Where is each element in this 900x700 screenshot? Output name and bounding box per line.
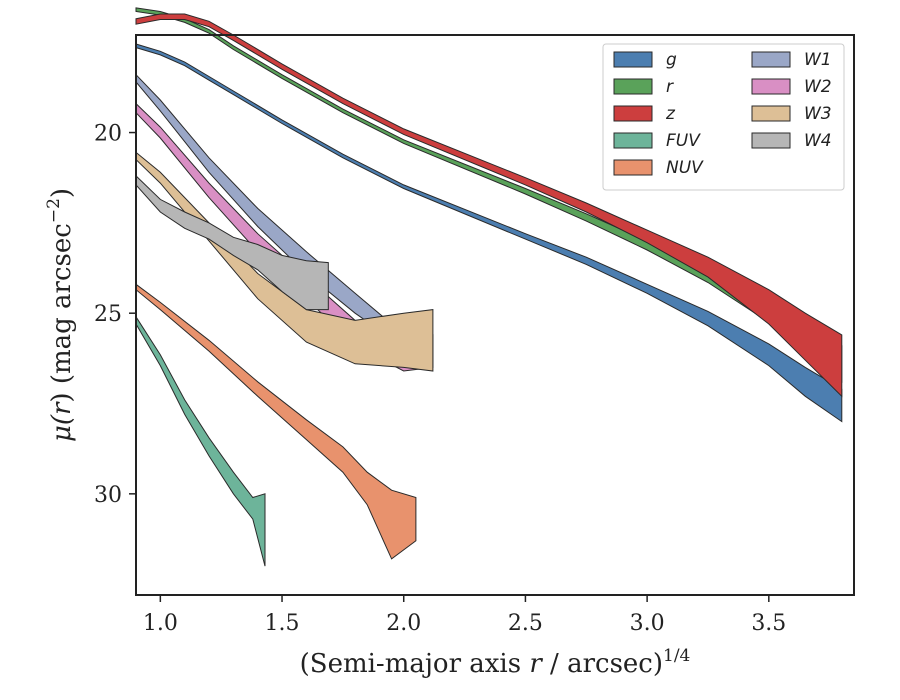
band-nuv — [135, 283, 417, 560]
legend-swatch-w2 — [751, 78, 791, 95]
legend-label-w3: W3 — [804, 104, 832, 124]
x-tick-label: 1.0 — [143, 611, 178, 636]
band-g — [135, 43, 843, 423]
x-tick-label: 2.0 — [386, 611, 421, 636]
legend-swatch-w3 — [751, 105, 791, 122]
x-axis-ticks: 1.0 1.5 2.0 2.5 3.0 3.5 — [143, 595, 786, 636]
legend-swatch-r — [613, 78, 653, 95]
band-fuv — [135, 315, 266, 567]
legend-label-w2: W2 — [804, 77, 832, 97]
legend-label-g: g — [666, 50, 677, 70]
band-z — [135, 13, 843, 398]
legend: grz FUV NUV W1 W2 W3 W4 — [602, 43, 845, 191]
y-tick-label: 25 — [94, 302, 122, 327]
y-axis-ticks: 20 25 30 — [94, 122, 136, 508]
x-tick-label: 3.0 — [630, 611, 665, 636]
x-tick-label: 2.5 — [508, 611, 543, 636]
legend-swatch-fuv — [613, 132, 653, 149]
y-axis-title: μ(r) (mag arcsec−2) — [44, 188, 77, 442]
series-bands — [135, 7, 843, 567]
legend-label-w4: W4 — [804, 131, 832, 151]
legend-swatch-z — [613, 105, 653, 122]
legend-label-z: z — [665, 104, 676, 124]
band-w4 — [135, 174, 329, 311]
y-tick-label: 30 — [94, 483, 122, 508]
legend-swatch-nuv — [613, 159, 653, 176]
legend-swatch-g — [613, 51, 653, 68]
x-tick-label: 1.5 — [265, 611, 300, 636]
plot-frame — [135, 34, 855, 596]
legend-label-r: r — [666, 77, 674, 97]
legend-swatch-w1 — [751, 51, 791, 68]
legend-label-w1: W1 — [804, 50, 832, 70]
x-tick-label: 3.5 — [751, 611, 786, 636]
legend-swatch-w4 — [751, 132, 791, 149]
x-axis-title: (Semi-major axis r / arcsec)1/4 — [300, 646, 691, 679]
legend-label-fuv: FUV — [666, 131, 701, 151]
y-tick-label: 20 — [94, 122, 122, 147]
legend-label-nuv: NUV — [666, 158, 704, 178]
